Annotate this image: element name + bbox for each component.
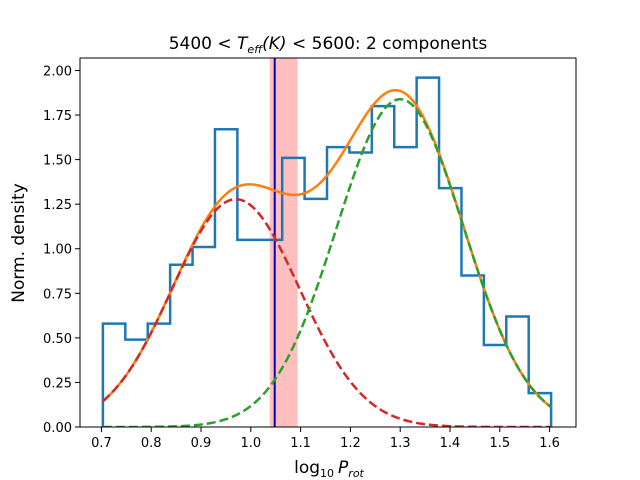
axes-frame — [79, 57, 577, 428]
x-tick-label: 1.6 — [539, 436, 560, 451]
y-tick-label: 0.50 — [43, 332, 72, 347]
y-axis-label: Norm. density — [9, 183, 29, 303]
x-tick-label: 1.3 — [390, 436, 411, 451]
x-label-log: log — [294, 458, 320, 478]
y-tick-label: 1.00 — [43, 243, 72, 258]
x-label-log-subscript: 10 — [320, 467, 334, 480]
title-prefix: 5400 — [169, 34, 212, 54]
x-label-rot-subscript: rot — [348, 467, 364, 480]
x-tick-label: 0.7 — [91, 436, 112, 451]
y-tick-label: 0.25 — [43, 376, 72, 391]
x-tick-label: 0.9 — [191, 436, 212, 451]
y-tick-label: 0.00 — [43, 421, 72, 436]
x-tick-label: 1.4 — [440, 436, 461, 451]
y-tick-label: 0.75 — [43, 287, 72, 302]
chart-title: 5400 < Teff(K) < 5600: 2 components — [169, 34, 488, 56]
x-tick-label: 1.1 — [290, 436, 311, 451]
title-unit: (K) — [262, 34, 286, 54]
x-label-p: P — [338, 458, 349, 478]
x-tick-label: 1.0 — [240, 436, 261, 451]
y-tick-label: 2.00 — [43, 64, 72, 79]
title-eff-subscript: eff — [247, 43, 263, 56]
axes: 0.7 0.8 0.9 1.0 1.1 1.2 1.3 1.4 1.5 1.6 0.00 0.25 0.… — [43, 57, 577, 451]
title-t-symbol: T — [237, 34, 249, 54]
x-tick-label: 1.2 — [340, 436, 361, 451]
x-tick-label: 1.5 — [489, 436, 510, 451]
y-tick-label: 1.50 — [43, 154, 72, 169]
x-tick-label: 0.8 — [141, 436, 162, 451]
title-lt-1: < — [217, 34, 231, 54]
histogram-outline — [101, 76, 553, 427]
x-axis-label: log10 Prot — [294, 458, 364, 480]
y-tick-label: 1.75 — [43, 109, 72, 124]
title-lt-2: < — [292, 34, 306, 54]
y-tick-label: 1.25 — [43, 198, 72, 213]
title-suffix: 5600: 2 components — [312, 34, 488, 54]
